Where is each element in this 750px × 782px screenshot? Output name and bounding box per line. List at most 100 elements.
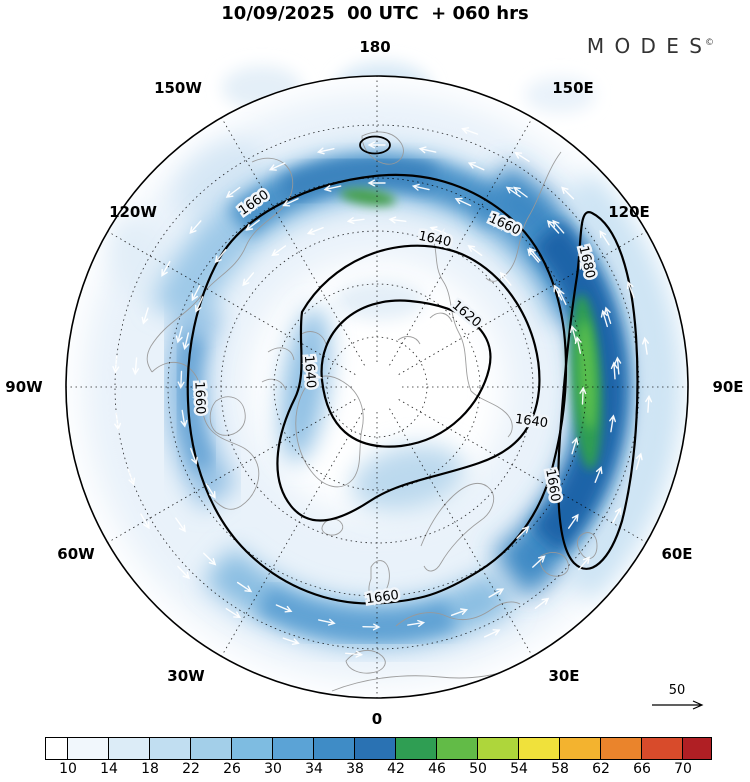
wind-arrow-icon	[367, 141, 386, 149]
colorbar-tick-label: 70	[674, 761, 692, 777]
wind-arrow-icon	[195, 296, 204, 313]
wind-arrow-icon	[571, 436, 579, 455]
wind-arrow-icon	[236, 581, 253, 593]
wind-arrow-icon	[600, 309, 608, 328]
colorbar-cell	[396, 738, 437, 759]
wind-arrow-icon	[418, 146, 437, 154]
colorbar-cell	[601, 738, 642, 759]
colorbar-tick-label: 22	[182, 761, 200, 777]
contour-1680	[557, 211, 639, 570]
wind-arrow-icon	[203, 552, 217, 566]
wind-arrow-icon	[609, 414, 616, 433]
longitude-label: 30W	[167, 667, 205, 685]
wind-arrow-icon	[114, 412, 122, 431]
wind-arrow-icon	[282, 637, 300, 645]
wind-arrow-icon	[488, 588, 505, 598]
wind-arrow-icon	[454, 197, 472, 207]
colorbar	[45, 737, 712, 760]
wind-arrow-icon	[461, 127, 479, 135]
wind-arrow-icon	[140, 513, 150, 530]
wind-arrow-icon	[505, 186, 521, 198]
wind-arrow-icon	[323, 185, 342, 192]
colorbar-cell	[150, 738, 191, 759]
longitude-labels: 180 150W 150E 120W 120E 90W 90E 60W 60E 30W 30E 0	[5, 38, 743, 728]
longitude-label: 0	[372, 710, 382, 728]
wind-arrow-icon	[161, 260, 171, 277]
wind-arrow-icon	[467, 245, 483, 256]
colorbar-tick-label: 18	[141, 761, 159, 777]
copyright-mark: ©	[705, 38, 714, 49]
contour-1660	[186, 173, 568, 605]
reference-vector-arrow-icon	[652, 700, 704, 710]
colorbar-cell	[314, 738, 355, 759]
longitude-label: 60E	[661, 545, 692, 563]
wind-arrow-icon	[642, 336, 649, 355]
wind-arrow-icon	[579, 386, 587, 405]
wind-arrow-icon	[190, 447, 198, 465]
contour-1620	[320, 299, 492, 448]
reference-vector: 50	[652, 683, 704, 710]
wind-arrow-icon	[268, 162, 286, 171]
wind-arrow-icon	[316, 147, 335, 155]
wind-arrow-icon	[271, 245, 287, 257]
colorbar-tick-label: 14	[100, 761, 118, 777]
wind-arrow-icon	[225, 186, 241, 198]
wind-arrow-icon	[553, 284, 563, 301]
colorbar-tick-label: 58	[551, 761, 569, 777]
wind-arrow-icon	[499, 271, 512, 286]
wind-arrow-icon	[245, 219, 260, 231]
colorbar-cell	[642, 738, 683, 759]
colorbar-cell	[437, 738, 478, 759]
wind-arrow-icon	[225, 608, 242, 619]
wind-arrow-icon	[205, 483, 216, 499]
wind-arrow-icon	[180, 409, 188, 428]
colorbar-cell	[109, 738, 150, 759]
modes-logo: M O D E S©	[587, 34, 714, 58]
wind-arrow-icon	[610, 361, 618, 380]
wind-arrow-icon	[594, 466, 603, 483]
wind-arrow-icon	[362, 623, 381, 631]
wind-arrow-icon	[513, 186, 528, 198]
colorbar-cell	[560, 738, 601, 759]
wind-arrow-icon	[177, 370, 185, 389]
wind-arrow-icon	[175, 325, 183, 344]
wind-arrow-icon	[367, 179, 386, 187]
wind-arrow-icon	[578, 556, 591, 571]
wind-arrow-icon	[112, 355, 120, 374]
colorbar-cell	[355, 738, 396, 759]
wind-arrow-icon	[528, 247, 541, 262]
wind-arrow-icon	[175, 517, 186, 533]
wind-arrow-icon	[282, 198, 299, 207]
wind-arrow-icon	[614, 356, 622, 375]
colorbar-cell	[683, 738, 711, 759]
wind-arrow-icon	[450, 608, 469, 616]
wind-arrow-icon	[182, 332, 190, 351]
wind-arrow-icon	[558, 288, 567, 306]
colorbar-cell	[68, 738, 109, 759]
contour-1640	[276, 244, 541, 522]
wind-arrow-icon	[467, 162, 485, 171]
wind-arrow-icon	[411, 183, 430, 191]
colorbar-cell	[191, 738, 232, 759]
wind-arrow-icon	[514, 151, 530, 162]
wind-arrow-icon	[569, 325, 577, 343]
wind-arrow-icon	[568, 513, 579, 529]
height-contours	[186, 135, 639, 605]
colorbar-tick-label: 66	[633, 761, 651, 777]
wind-arrow-icon	[599, 230, 610, 246]
colorbar-tick-label: 62	[592, 761, 610, 777]
wind-arrow-icon	[574, 336, 582, 354]
latitude-circle	[114, 124, 640, 650]
wind-arrow-icon	[484, 629, 501, 638]
wind-arrow-icon	[604, 306, 612, 324]
longitude-label: 90E	[712, 378, 743, 396]
wind-arrow-icon	[189, 220, 202, 235]
colorbar-tick-label: 30	[264, 761, 282, 777]
longitude-label: 90W	[5, 378, 43, 396]
wind-arrow-icon	[579, 261, 589, 278]
wind-arrow-icon	[141, 307, 149, 325]
colorbar-tick-label: 50	[469, 761, 487, 777]
wind-arrow-icon	[549, 484, 559, 501]
